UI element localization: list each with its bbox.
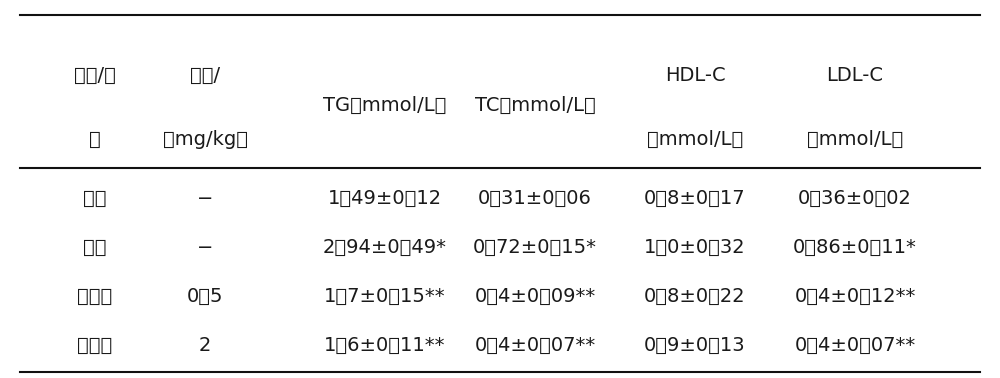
- Text: 0．4±0．12**: 0．4±0．12**: [794, 287, 916, 306]
- Text: 低剂量: 低剂量: [77, 287, 113, 306]
- Text: 1．6±0．11**: 1．6±0．11**: [324, 336, 446, 355]
- Text: （mmol/L）: （mmol/L）: [807, 130, 903, 149]
- Text: 组别/指: 组别/指: [74, 66, 116, 85]
- Text: 1．49±0．12: 1．49±0．12: [328, 189, 442, 208]
- Text: 0．31±0．06: 0．31±0．06: [478, 189, 592, 208]
- Text: 0．5: 0．5: [187, 287, 223, 306]
- Text: 对照: 对照: [83, 189, 107, 208]
- Text: 0．4±0．07**: 0．4±0．07**: [794, 336, 916, 355]
- Text: TG（mmol/L）: TG（mmol/L）: [323, 96, 447, 115]
- Text: 0．36±0．02: 0．36±0．02: [798, 189, 912, 208]
- Text: 1．7±0．15**: 1．7±0．15**: [324, 287, 446, 306]
- Text: HDL-C: HDL-C: [665, 66, 725, 85]
- Text: 0．9±0．13: 0．9±0．13: [644, 336, 746, 355]
- Text: 高剂量: 高剂量: [77, 336, 113, 355]
- Text: 0．72±0．15*: 0．72±0．15*: [473, 238, 597, 257]
- Text: 0．4±0．09**: 0．4±0．09**: [474, 287, 596, 306]
- Text: 标: 标: [89, 130, 101, 149]
- Text: TC（mmol/L）: TC（mmol/L）: [475, 96, 595, 115]
- Text: 0．86±0．11*: 0．86±0．11*: [793, 238, 917, 257]
- Text: LDL-C: LDL-C: [826, 66, 884, 85]
- Text: 模型: 模型: [83, 238, 107, 257]
- Text: 2: 2: [199, 336, 211, 355]
- Text: （mg/kg）: （mg/kg）: [162, 130, 248, 149]
- Text: 剂量/: 剂量/: [190, 66, 220, 85]
- Text: 1．0±0．32: 1．0±0．32: [644, 238, 746, 257]
- Text: 0．8±0．17: 0．8±0．17: [644, 189, 746, 208]
- Text: −: −: [197, 238, 213, 257]
- Text: 0．8±0．22: 0．8±0．22: [644, 287, 746, 306]
- Text: −: −: [197, 189, 213, 208]
- Text: 0．4±0．07**: 0．4±0．07**: [474, 336, 596, 355]
- Text: 2．94±0．49*: 2．94±0．49*: [323, 238, 447, 257]
- Text: （mmol/L）: （mmol/L）: [647, 130, 743, 149]
